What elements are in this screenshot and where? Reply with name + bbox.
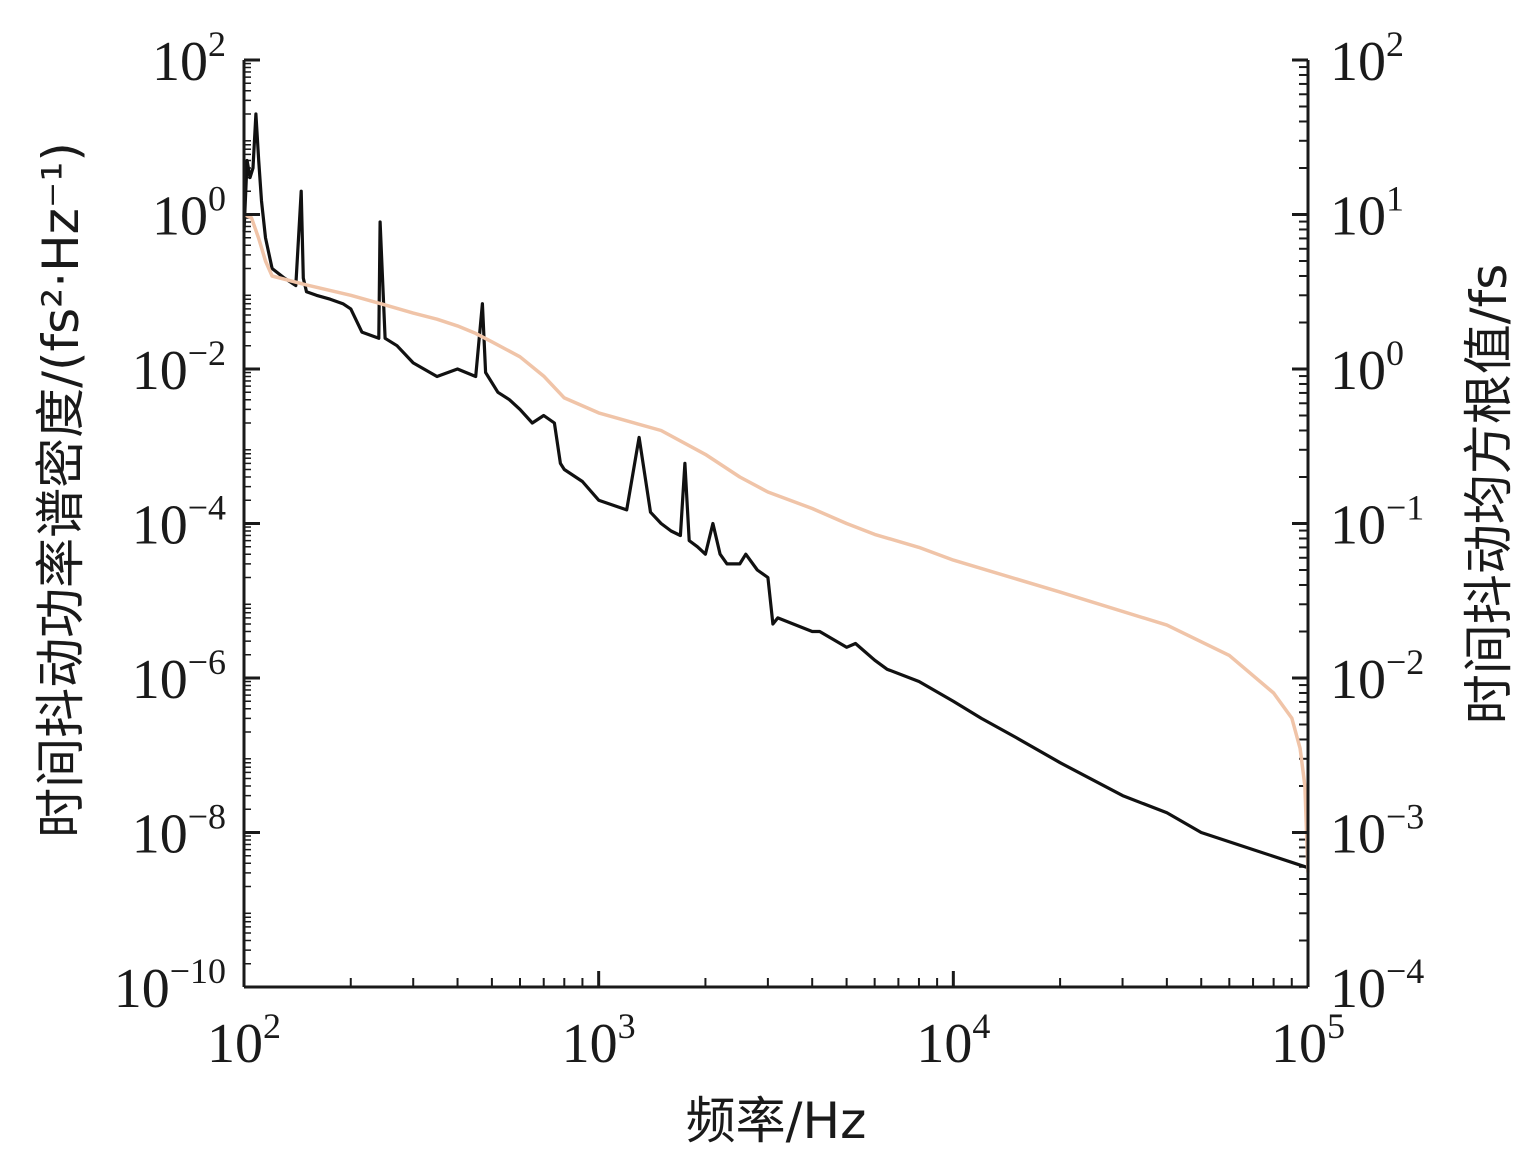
y-axis-label-left: 时间抖动功率谱密度/(fs²·Hz⁻¹) bbox=[32, 142, 90, 838]
y-right-tick-label: 10−1 bbox=[1330, 488, 1424, 557]
y-left-tick-label: 100 bbox=[152, 179, 226, 248]
x-axis-label: 频率/Hz bbox=[686, 1092, 867, 1150]
y-axis-label-right: 时间抖动均方根值/fs bbox=[1460, 264, 1518, 725]
y-left-tick-label: 10−2 bbox=[132, 333, 226, 402]
y-right-tick-label: 10−4 bbox=[1330, 951, 1424, 1020]
x-tick-label: 104 bbox=[916, 1006, 990, 1075]
series-layer bbox=[242, 112, 1310, 873]
y-right-tick-label: 10−2 bbox=[1330, 642, 1424, 711]
y-left-tick-label: 102 bbox=[152, 24, 226, 93]
y-left-tick-label: 10−8 bbox=[132, 797, 226, 866]
x-tick-label: 103 bbox=[562, 1006, 636, 1075]
rms-jitter-line bbox=[243, 212, 1310, 873]
y-right-tick-label: 101 bbox=[1330, 179, 1404, 248]
psd-line bbox=[242, 112, 1309, 870]
y-right-tick-label: 10−3 bbox=[1330, 797, 1424, 866]
y-left-tick-label: 10−6 bbox=[132, 642, 226, 711]
x-tick-label: 105 bbox=[1271, 1006, 1345, 1075]
tick-labels: 102 103 104 10510210010−210−410−610−810−101… bbox=[114, 24, 1425, 1075]
y-left-tick-label: 10−4 bbox=[132, 488, 226, 557]
major-ticks bbox=[242, 58, 1310, 989]
y-left-tick-label: 10−10 bbox=[114, 951, 226, 1020]
x-tick-label: 102 bbox=[207, 1006, 281, 1075]
y-right-tick-label: 102 bbox=[1330, 24, 1404, 93]
y-right-tick-label: 100 bbox=[1330, 333, 1404, 402]
